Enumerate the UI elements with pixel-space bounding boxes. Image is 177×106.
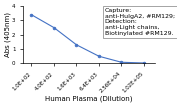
Y-axis label: Abs (405nm): Abs (405nm)	[4, 12, 11, 57]
X-axis label: Human Plasma (Dilution): Human Plasma (Dilution)	[45, 95, 133, 102]
Text: Capture:
anti-HuIgA2, #RM129;
Detection:
anti-Light chains,
Biotinylated #RM129.: Capture: anti-HuIgA2, #RM129; Detection:…	[105, 8, 175, 36]
